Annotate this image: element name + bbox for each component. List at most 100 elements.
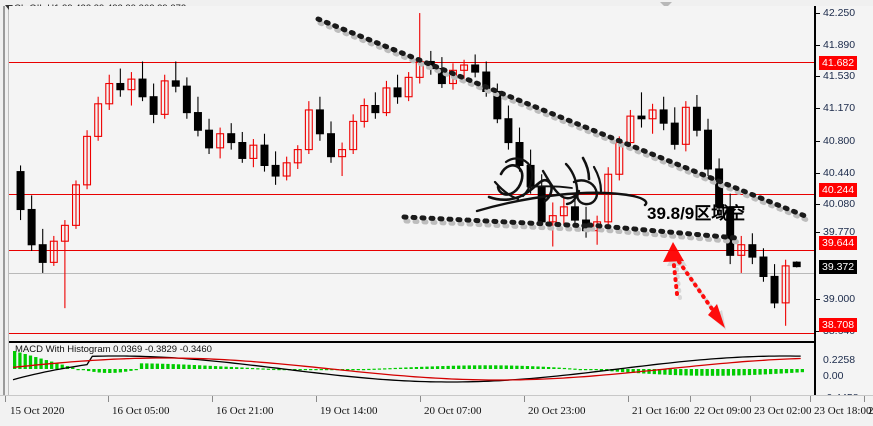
macd-histogram-bar xyxy=(478,365,482,369)
macd-histogram-bar xyxy=(261,368,265,370)
macd-histogram-bar xyxy=(626,369,630,373)
level-chip-39-644: 39.644 xyxy=(819,235,858,250)
macd-histogram-bar xyxy=(446,365,450,369)
macd-histogram-bar xyxy=(589,369,593,371)
time-tick xyxy=(864,396,865,402)
level-chip-41-682: 41.682 xyxy=(819,56,858,71)
time-label: 20 Oct 23:00 xyxy=(528,405,586,417)
macd-histogram-bar xyxy=(462,365,466,369)
left-scrollbar-rail[interactable] xyxy=(0,6,9,395)
macd-histogram-bar xyxy=(219,366,223,369)
macd-pane[interactable]: MACD With Histogram 0.0369 -0.3829 -0.34… xyxy=(9,341,814,399)
candle xyxy=(271,164,280,177)
candle xyxy=(293,149,302,164)
macd-histogram-bar xyxy=(71,367,75,369)
macd-histogram-bar xyxy=(81,369,86,371)
candlestick-layer xyxy=(16,13,814,330)
macd-histogram-bar xyxy=(102,369,107,373)
macd-histogram-bar xyxy=(615,369,619,372)
triangle-marker-icon xyxy=(660,2,672,8)
time-axis[interactable]: 15 Oct 2020 16 Oct 05:00 16 Oct 21:00 19 Oc… xyxy=(0,395,873,426)
scale-tick xyxy=(816,44,820,46)
macd-histogram-bar xyxy=(467,365,471,369)
candle xyxy=(759,256,768,278)
macd-histogram-bar xyxy=(800,369,804,373)
macd-histogram-bar xyxy=(28,355,33,369)
macd-histogram-bar xyxy=(737,369,741,376)
macd-histogram-bar xyxy=(557,367,561,369)
candle xyxy=(260,144,269,167)
macd-histogram-bar xyxy=(187,364,191,369)
macd-histogram-bar xyxy=(150,363,154,369)
candle xyxy=(338,149,347,158)
macd-histogram-bar xyxy=(652,369,656,375)
macd-histogram-bar xyxy=(393,367,397,370)
scale-label-42-250: 42.250 xyxy=(823,7,856,20)
level-chip-40-244: 40.244 xyxy=(819,182,858,197)
level-chip-38-708: 38.708 xyxy=(819,318,858,333)
macd-histogram-bar xyxy=(309,369,313,371)
candle xyxy=(748,244,757,258)
scale-label-40-800: 40.800 xyxy=(823,134,856,147)
candle xyxy=(105,82,114,105)
macd-histogram-bar xyxy=(361,369,366,371)
candle xyxy=(781,265,790,304)
candle xyxy=(371,104,380,114)
time-tick xyxy=(810,396,811,402)
macd-histogram-bar xyxy=(224,366,228,369)
candle xyxy=(71,184,80,226)
trendline-descending-resistance xyxy=(315,16,814,225)
macd-histogram-bar xyxy=(404,367,408,369)
candle xyxy=(216,133,225,149)
candle xyxy=(737,244,746,256)
macd-histogram-bar xyxy=(700,369,704,376)
scale-tick xyxy=(816,13,820,15)
macd-histogram-bar xyxy=(631,369,635,373)
macd-histogram-bar xyxy=(229,366,234,369)
candle xyxy=(193,112,202,131)
macd-histogram-bar xyxy=(689,369,693,376)
price-scale[interactable]: 42.250 41.890 41.530 41.170 40.800 40.440 40.0… xyxy=(814,6,873,404)
candle xyxy=(127,78,136,91)
price-chart-pane[interactable]: 39.8/9区域空 xyxy=(9,6,814,339)
time-label: 23 Oct 18:00 xyxy=(814,405,872,417)
scale-label-39-770: 39.770 xyxy=(823,225,856,238)
candle xyxy=(227,133,236,144)
time-tick xyxy=(316,396,317,402)
candle xyxy=(404,76,413,98)
macd-histogram-bar xyxy=(13,351,17,369)
macd-histogram-bar xyxy=(245,367,249,369)
candle xyxy=(27,208,36,246)
time-label: 16 Oct 21:00 xyxy=(216,405,274,417)
macd-histogram-bar xyxy=(483,365,487,369)
macd-histogram-bar xyxy=(710,369,715,376)
candle xyxy=(160,80,169,115)
macd-histogram-bar xyxy=(192,365,197,369)
time-label: 16 Oct 05:00 xyxy=(112,405,170,417)
macd-histogram-bar xyxy=(250,367,255,370)
time-tick xyxy=(108,396,109,402)
macd-histogram-bar xyxy=(351,369,355,371)
macd-histogram-bar xyxy=(536,366,540,369)
candle xyxy=(515,141,524,167)
macd-histogram-bar xyxy=(679,369,683,376)
candle xyxy=(60,224,69,242)
macd-histogram-bar xyxy=(747,369,752,376)
forecast-arrow xyxy=(663,242,726,330)
macd-histogram-bar xyxy=(636,369,641,374)
current-price-chip: 39.372 xyxy=(819,259,858,274)
scale-label-41-170: 41.170 xyxy=(823,102,856,115)
macd-histogram-bar xyxy=(673,369,678,376)
macd-histogram-bar xyxy=(430,366,434,369)
time-label: 19 Oct 14:00 xyxy=(320,405,378,417)
scale-tick xyxy=(816,331,820,333)
macd-histogram-bar xyxy=(398,367,403,369)
candle xyxy=(360,104,369,122)
macd-histogram-bar xyxy=(277,369,281,371)
macd-histogram-bar xyxy=(731,369,736,376)
macd-histogram-bar xyxy=(18,352,22,369)
trendline-lower-support xyxy=(401,214,594,233)
macd-histogram-bar xyxy=(208,365,212,369)
time-tick xyxy=(628,396,629,402)
